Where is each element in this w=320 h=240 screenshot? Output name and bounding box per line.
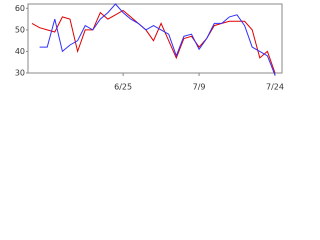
y-tick-label: 30: [15, 69, 25, 78]
series-line: [31, 9, 276, 74]
chart: 30 40 50 60 6/25 7/9 7/24: [15, 3, 284, 92]
y-tick-label: 60: [15, 4, 25, 13]
plot-frame: [27, 3, 283, 74]
x-tick-label: 6/25: [114, 83, 132, 92]
y-tick-label: 40: [15, 47, 25, 56]
y-tick-label: 50: [15, 25, 25, 34]
series-line: [39, 3, 276, 76]
x-tick-label: 7/9: [193, 83, 206, 92]
x-tick-label: 7/24: [266, 83, 284, 92]
